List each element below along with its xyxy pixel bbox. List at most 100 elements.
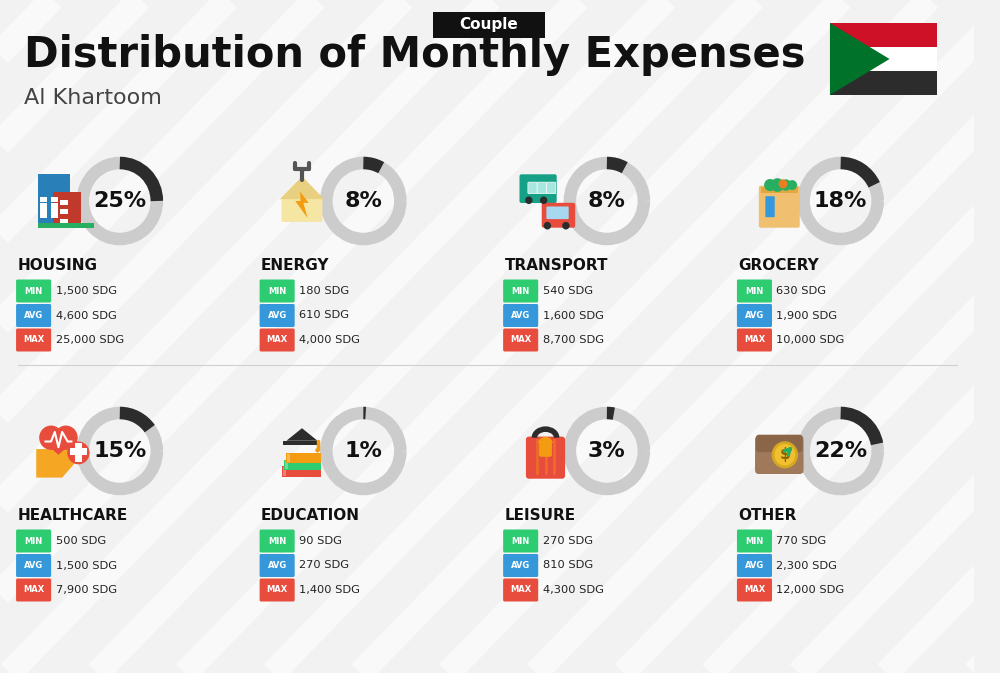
Text: 270 SDG: 270 SDG	[299, 561, 349, 571]
FancyBboxPatch shape	[284, 460, 321, 470]
Text: 180 SDG: 180 SDG	[299, 286, 349, 296]
Text: 25%: 25%	[93, 191, 146, 211]
Circle shape	[779, 179, 787, 188]
Text: 1,500 SDG: 1,500 SDG	[56, 561, 117, 571]
FancyBboxPatch shape	[16, 530, 51, 553]
Text: 610 SDG: 610 SDG	[299, 310, 349, 320]
Text: OTHER: OTHER	[738, 507, 797, 522]
Text: 22%: 22%	[814, 441, 867, 461]
FancyBboxPatch shape	[16, 328, 51, 351]
FancyBboxPatch shape	[761, 186, 798, 193]
FancyBboxPatch shape	[285, 460, 288, 469]
FancyBboxPatch shape	[16, 279, 51, 302]
Text: 770 SDG: 770 SDG	[776, 536, 827, 546]
FancyBboxPatch shape	[260, 279, 295, 302]
Text: GROCERY: GROCERY	[738, 258, 819, 273]
Text: MAX: MAX	[744, 586, 765, 594]
Circle shape	[525, 197, 533, 204]
FancyBboxPatch shape	[503, 530, 538, 553]
Text: ENERGY: ENERGY	[261, 258, 330, 273]
Text: AVG: AVG	[24, 311, 43, 320]
Text: 7,900 SDG: 7,900 SDG	[56, 585, 117, 595]
Text: 8,700 SDG: 8,700 SDG	[543, 335, 604, 345]
Text: MAX: MAX	[267, 586, 288, 594]
FancyBboxPatch shape	[75, 444, 82, 462]
Circle shape	[771, 178, 784, 192]
FancyBboxPatch shape	[542, 203, 575, 227]
FancyBboxPatch shape	[51, 197, 58, 203]
Polygon shape	[36, 449, 79, 478]
FancyBboxPatch shape	[40, 213, 47, 218]
Circle shape	[764, 179, 776, 191]
Text: 1%: 1%	[344, 441, 382, 461]
Text: 1,400 SDG: 1,400 SDG	[299, 585, 360, 595]
Text: AVG: AVG	[268, 311, 287, 320]
FancyBboxPatch shape	[537, 182, 546, 194]
FancyBboxPatch shape	[38, 174, 70, 227]
FancyBboxPatch shape	[53, 192, 81, 227]
Text: 12,000 SDG: 12,000 SDG	[776, 585, 845, 595]
Text: 2,300 SDG: 2,300 SDG	[776, 561, 837, 571]
Text: 3%: 3%	[588, 441, 626, 461]
FancyBboxPatch shape	[503, 328, 538, 351]
FancyBboxPatch shape	[737, 328, 772, 351]
Text: 8%: 8%	[588, 191, 626, 211]
Text: MAX: MAX	[510, 586, 531, 594]
FancyBboxPatch shape	[16, 554, 51, 577]
FancyBboxPatch shape	[75, 447, 82, 458]
Text: MAX: MAX	[267, 336, 288, 345]
Text: 1,500 SDG: 1,500 SDG	[56, 286, 117, 296]
Text: MIN: MIN	[24, 536, 43, 546]
FancyBboxPatch shape	[287, 454, 290, 462]
FancyBboxPatch shape	[830, 71, 937, 95]
Polygon shape	[280, 176, 324, 199]
Polygon shape	[39, 437, 78, 455]
FancyBboxPatch shape	[755, 435, 804, 474]
Circle shape	[562, 222, 570, 229]
Text: 500 SDG: 500 SDG	[56, 536, 106, 546]
Text: AVG: AVG	[24, 561, 43, 570]
Text: HEALTHCARE: HEALTHCARE	[18, 507, 128, 522]
Polygon shape	[830, 23, 890, 95]
FancyBboxPatch shape	[737, 554, 772, 577]
FancyBboxPatch shape	[503, 304, 538, 327]
Text: TRANSPORT: TRANSPORT	[505, 258, 608, 273]
FancyBboxPatch shape	[759, 186, 800, 227]
FancyBboxPatch shape	[40, 203, 47, 208]
Circle shape	[540, 197, 547, 204]
Text: 270 SDG: 270 SDG	[543, 536, 593, 546]
FancyBboxPatch shape	[60, 219, 68, 224]
Text: $: $	[780, 448, 790, 462]
Text: MIN: MIN	[268, 287, 286, 295]
FancyBboxPatch shape	[51, 203, 58, 208]
FancyBboxPatch shape	[830, 47, 937, 71]
Polygon shape	[286, 428, 318, 441]
Polygon shape	[282, 180, 322, 222]
Text: 8%: 8%	[344, 191, 382, 211]
FancyBboxPatch shape	[38, 223, 94, 227]
FancyBboxPatch shape	[260, 530, 295, 553]
FancyBboxPatch shape	[546, 182, 556, 194]
Text: 10,000 SDG: 10,000 SDG	[776, 335, 845, 345]
FancyBboxPatch shape	[260, 304, 295, 327]
FancyBboxPatch shape	[737, 579, 772, 602]
Text: AVG: AVG	[511, 561, 530, 570]
FancyBboxPatch shape	[503, 554, 538, 577]
Text: MAX: MAX	[510, 336, 531, 345]
FancyBboxPatch shape	[260, 328, 295, 351]
Text: 810 SDG: 810 SDG	[543, 561, 593, 571]
Text: LEISURE: LEISURE	[505, 507, 576, 522]
Text: 4,600 SDG: 4,600 SDG	[56, 310, 116, 320]
Circle shape	[67, 441, 90, 464]
FancyBboxPatch shape	[40, 197, 47, 203]
Text: 540 SDG: 540 SDG	[543, 286, 593, 296]
Text: AVG: AVG	[745, 561, 764, 570]
FancyBboxPatch shape	[71, 451, 86, 455]
FancyBboxPatch shape	[51, 208, 58, 213]
FancyBboxPatch shape	[503, 579, 538, 602]
FancyBboxPatch shape	[283, 467, 286, 476]
Text: AVG: AVG	[745, 311, 764, 320]
FancyBboxPatch shape	[756, 435, 803, 452]
FancyBboxPatch shape	[282, 466, 321, 476]
FancyBboxPatch shape	[16, 579, 51, 602]
